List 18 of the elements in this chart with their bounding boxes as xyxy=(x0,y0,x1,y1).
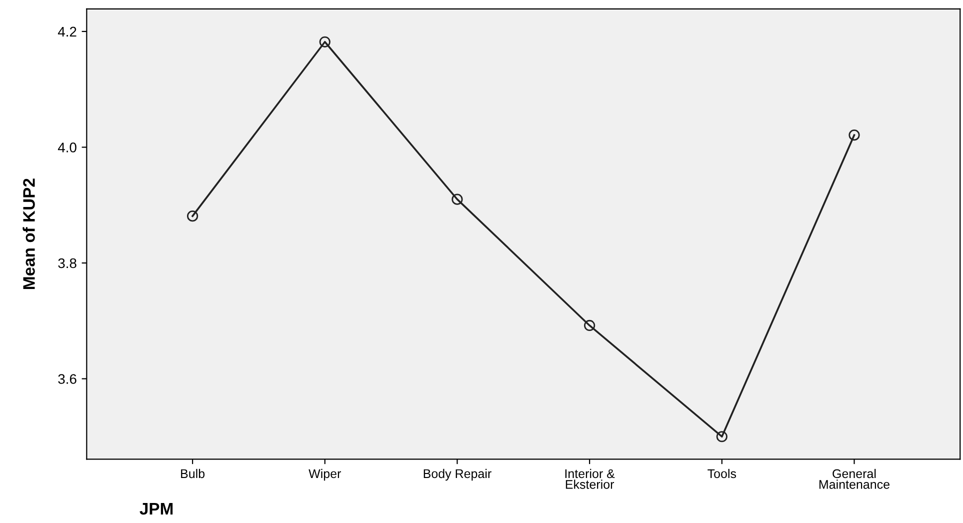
y-tick-label: 3.6 xyxy=(58,374,76,384)
point xyxy=(452,194,463,205)
y-tick-label: 3.8 xyxy=(58,258,76,268)
y-axis-title: Mean of KUP2 xyxy=(22,178,35,289)
x-tick-label: Bulb xyxy=(181,468,205,478)
x-tick-label: General Maintenance xyxy=(819,468,890,489)
point xyxy=(848,130,860,141)
x-tick-label: Interior & Eksterior xyxy=(565,468,615,489)
x-tick-label: Body Repair xyxy=(424,468,492,481)
x-tick-label: Wiper xyxy=(308,468,341,481)
y-tick-label: 4.0 xyxy=(58,142,76,152)
point xyxy=(584,320,596,332)
point xyxy=(186,210,198,222)
x-tick-label: Tools xyxy=(708,468,736,478)
point xyxy=(716,431,728,442)
point xyxy=(319,36,330,48)
x-axis-title: JPM xyxy=(140,503,173,515)
y-tick-label: 4.2 xyxy=(58,26,76,36)
